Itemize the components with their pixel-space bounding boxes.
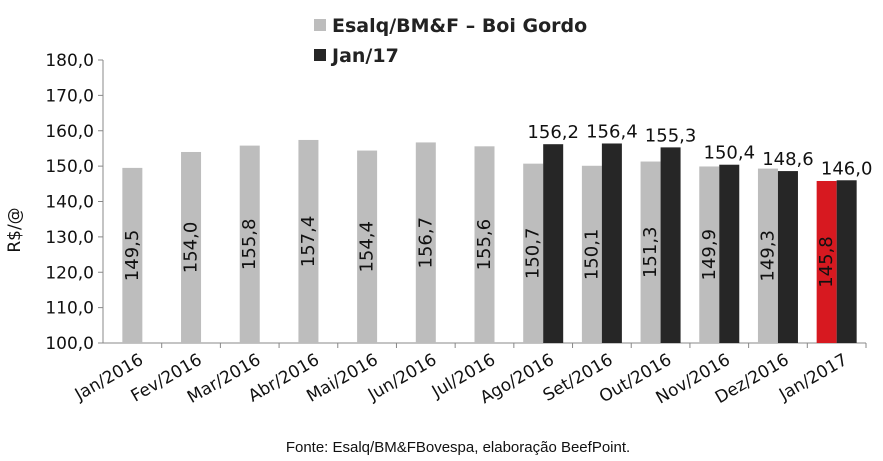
bar-series-2 xyxy=(660,147,681,343)
legend-swatch-series-2 xyxy=(314,49,326,61)
y-tick-label: 120,0 xyxy=(45,263,94,283)
data-label-series-1: 156,7 xyxy=(415,217,436,269)
bars: 149,5 154,0 155,8 157,4 154,4 156,7 155,6 150,7… xyxy=(122,121,873,343)
bar-series-2 xyxy=(836,180,857,343)
data-label-series-1: 151,3 xyxy=(640,226,661,278)
data-label-series-1: 154,4 xyxy=(357,221,378,273)
bar-series-1 xyxy=(474,146,495,343)
y-axis-ticks: 100,0 110,0 120,0 130,0 140,0 150,0 160,0 170,0… xyxy=(45,51,103,354)
legend: Esalq/BM&F – Boi Gordo Jan/17 xyxy=(314,15,587,67)
y-tick-label: 110,0 xyxy=(45,299,94,319)
data-label-series-1: 155,8 xyxy=(239,219,260,271)
legend-label-series-2: Jan/17 xyxy=(330,45,399,67)
data-label-series-1: 157,4 xyxy=(298,216,319,268)
legend-swatch-series-1 xyxy=(314,19,326,31)
bar-series-1 xyxy=(816,180,837,343)
y-tick-label: 180,0 xyxy=(45,51,94,71)
x-axis-tick-labels: Jan/2016Fev/2016Mar/2016Abr/2016Mai/2016… xyxy=(71,343,867,408)
bar-series-1 xyxy=(357,150,378,343)
y-tick-label: 100,0 xyxy=(45,334,94,354)
bar-series-1 xyxy=(581,165,602,343)
y-tick-label: 170,0 xyxy=(45,86,94,106)
bar-series-1 xyxy=(298,139,319,343)
bar-series-1 xyxy=(415,142,436,343)
data-label-series-1: 155,6 xyxy=(474,219,495,271)
data-label-series-2: 156,2 xyxy=(527,122,579,143)
bar-series-2 xyxy=(777,171,798,343)
data-label-series-2: 150,4 xyxy=(704,143,756,164)
data-label-series-1: 149,3 xyxy=(757,230,778,282)
data-label-series-1: 150,1 xyxy=(581,229,602,281)
bar-series-1 xyxy=(640,161,661,343)
y-axis-label: R$/@ xyxy=(5,207,25,252)
data-label-series-2: 146,0 xyxy=(821,158,873,179)
data-label-series-1: 149,5 xyxy=(122,230,143,282)
data-label-series-2: 156,4 xyxy=(586,121,638,142)
data-label-series-1: 154,0 xyxy=(181,222,202,274)
data-label-series-1: 150,7 xyxy=(523,228,544,280)
legend-label-series-1: Esalq/BM&F – Boi Gordo xyxy=(332,15,587,37)
bar-series-1 xyxy=(181,151,202,343)
source-note: Fonte: Esalq/BM&FBovespa, elaboração Bee… xyxy=(286,439,630,456)
y-tick-label: 130,0 xyxy=(45,228,94,248)
bar-series-1 xyxy=(699,166,720,343)
y-tick-label: 140,0 xyxy=(45,193,94,213)
data-label-series-2: 155,3 xyxy=(645,125,697,146)
data-label-series-1: 149,9 xyxy=(699,229,720,281)
bar-series-1 xyxy=(757,168,778,343)
bar-series-1 xyxy=(239,145,260,343)
bar-series-1 xyxy=(523,163,544,343)
bar-series-2 xyxy=(543,144,564,343)
data-label-series-1: 145,8 xyxy=(816,236,837,288)
y-tick-label: 160,0 xyxy=(45,122,94,142)
data-label-series-2: 148,6 xyxy=(762,149,814,170)
bar-series-2 xyxy=(601,143,622,343)
y-tick-label: 150,0 xyxy=(45,157,94,177)
bar-series-2 xyxy=(719,164,740,343)
bar-series-1 xyxy=(122,167,143,343)
